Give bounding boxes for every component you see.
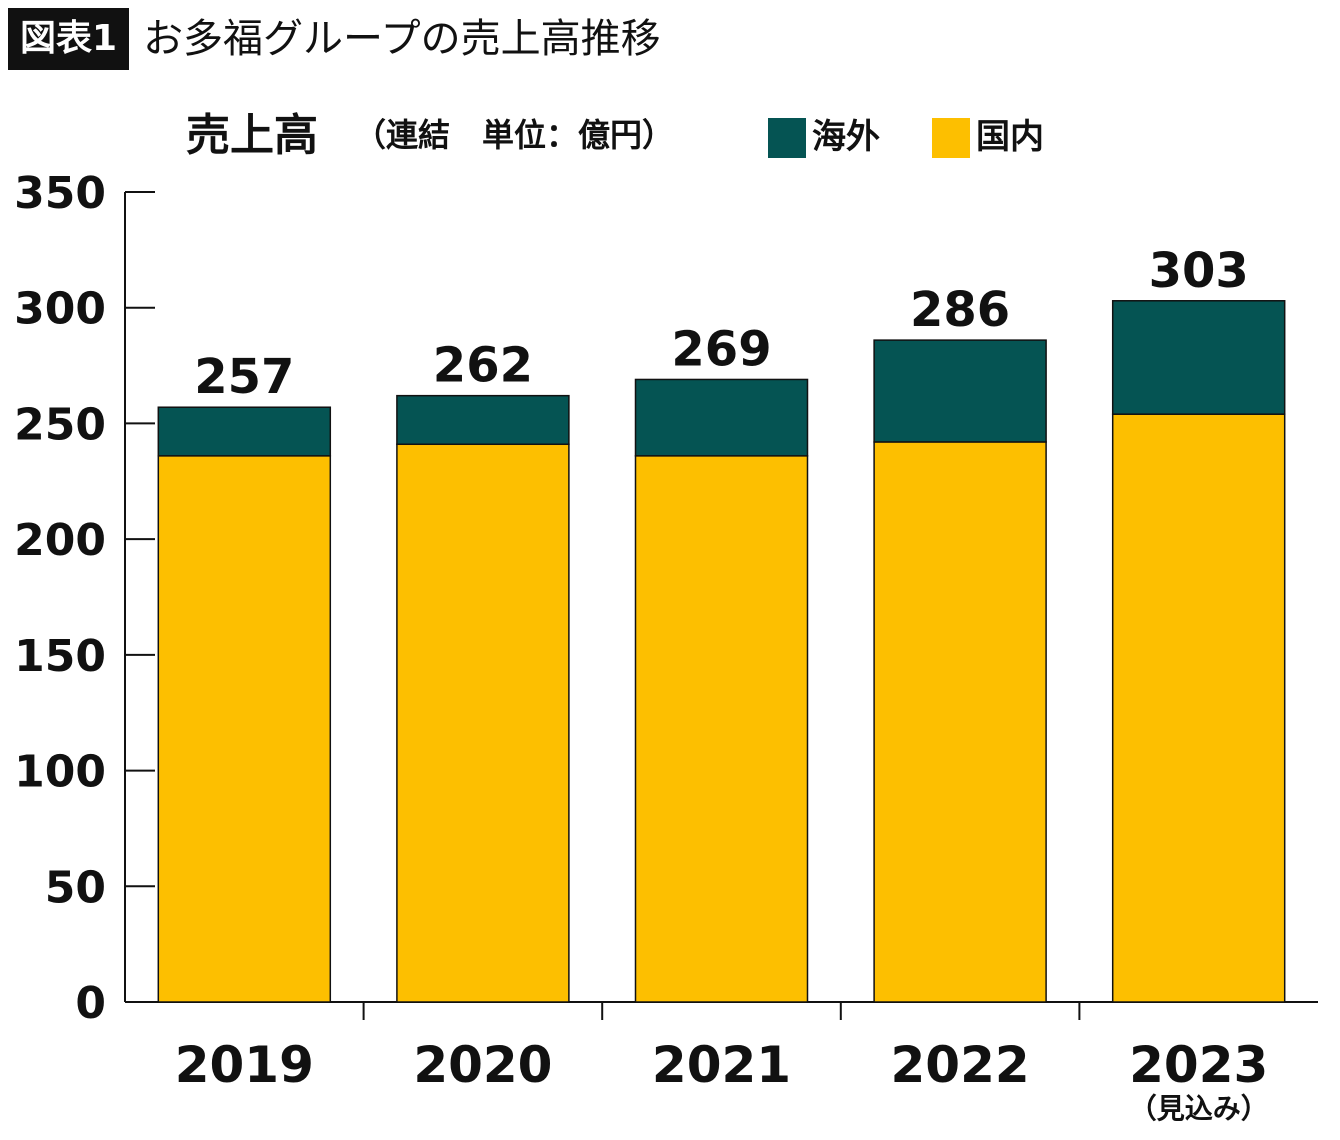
x-category-label: 2021 <box>652 1036 791 1094</box>
y-tick-label: 50 <box>45 862 106 913</box>
bar-segment-overseas <box>157 406 332 457</box>
bar-segment-overseas <box>1111 300 1286 415</box>
bar-total-label: 262 <box>433 338 533 394</box>
bar-segment-domestic <box>634 455 809 1003</box>
bar-total-label: 286 <box>910 282 1010 338</box>
y-tick-label: 0 <box>75 978 106 1029</box>
bar-total-label: 269 <box>671 321 771 377</box>
legend-label-domestic: 国内 <box>976 117 1044 157</box>
x-category-label: 2020 <box>413 1036 552 1094</box>
chart-title: 売上高 <box>186 110 318 161</box>
legend-swatch-domestic <box>932 118 970 158</box>
figure-title: お多福グループの売上高推移 <box>143 16 661 62</box>
y-tick-label: 200 <box>14 515 106 566</box>
legend-swatch-overseas <box>768 118 806 158</box>
bars <box>157 300 1286 1003</box>
figure-header: 図表1 お多福グループの売上高推移 <box>8 8 661 70</box>
y-tick-label: 150 <box>14 631 106 682</box>
bar-segment-domestic <box>873 441 1047 1003</box>
bar-segment-domestic <box>1111 413 1286 1003</box>
chart-subtitle: （連結 単位：億円） <box>354 116 674 154</box>
y-tick-label: 250 <box>14 399 106 450</box>
labels: 257 2019 262 2020 269 2021 286 2022 303 2023（見込み） <box>175 243 1269 1125</box>
y-tick-label: 300 <box>14 284 106 335</box>
x-category-label: 2022 <box>891 1036 1030 1094</box>
bar-segment-overseas <box>396 394 570 446</box>
bar-total-label: 257 <box>194 349 294 405</box>
x-category-label: 2019 <box>175 1036 314 1094</box>
y-tick-label: 350 <box>14 168 106 219</box>
y-tick-label: 100 <box>14 747 106 798</box>
bar-segment-overseas <box>634 378 809 457</box>
legend: 海外 国内 <box>768 117 1044 158</box>
x-category-note: （見込み） <box>1129 1092 1269 1125</box>
legend-label-overseas: 海外 <box>812 117 880 157</box>
bar-segment-overseas <box>873 339 1047 443</box>
x-category-label: 2023 <box>1129 1036 1268 1094</box>
bar-segment-domestic <box>396 443 570 1003</box>
figure-badge: 図表1 <box>8 8 130 70</box>
bar-total-label: 303 <box>1149 243 1249 299</box>
bar-segment-domestic <box>157 455 332 1003</box>
